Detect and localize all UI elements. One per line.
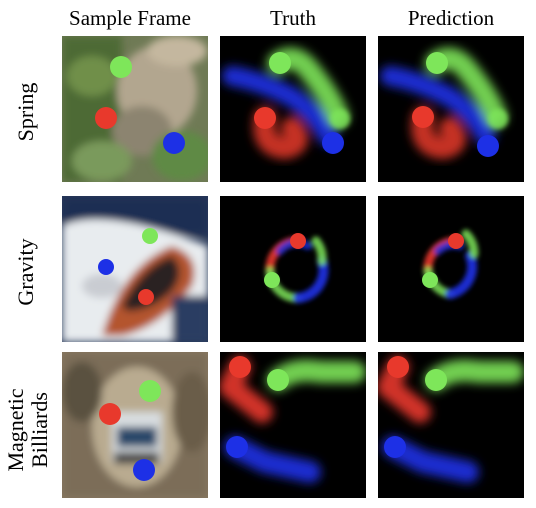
ball-red — [290, 233, 306, 249]
prediction-magnetic-billiards — [378, 352, 524, 498]
sample-frame-gravity — [62, 196, 208, 342]
ball-red — [229, 356, 251, 378]
row-label-gravity: Gravity — [13, 238, 38, 306]
ball-red — [99, 403, 121, 425]
ball-red — [254, 107, 276, 129]
ball-blue — [98, 259, 114, 275]
ball-red — [138, 289, 154, 305]
ball-green — [422, 272, 438, 288]
prediction-spring — [378, 36, 524, 182]
sample-frame-spring — [62, 36, 208, 182]
column-header-truth: Truth — [270, 6, 316, 30]
row-label-magnetic-billiards: Magnetic Billiards — [3, 388, 52, 472]
row-label-line-1: Magnetic — [3, 388, 28, 472]
ball-green — [110, 56, 132, 78]
column-header-sample-frame: Sample Frame — [69, 6, 191, 30]
ball-green — [425, 369, 447, 391]
column-header-prediction: Prediction — [407, 6, 495, 30]
sample-frame-magnetic-billiards — [62, 352, 208, 498]
ball-green — [426, 52, 448, 74]
truth-magnetic-billiards — [220, 352, 366, 498]
prediction-gravity — [378, 196, 524, 342]
ball-blue — [226, 436, 248, 458]
ball-blue — [133, 459, 155, 481]
ball-green — [264, 272, 280, 288]
ball-green — [269, 52, 291, 74]
row-label-line-2: Billiards — [27, 392, 52, 468]
ball-red — [387, 356, 409, 378]
ball-green — [139, 380, 161, 402]
truth-gravity — [220, 196, 366, 342]
ball-green — [267, 369, 289, 391]
truth-spring — [220, 36, 366, 182]
ball-blue — [477, 135, 499, 157]
ball-red — [412, 106, 434, 128]
ball-blue — [384, 436, 406, 458]
ball-green — [142, 228, 158, 244]
row-label-spring: Spring — [13, 82, 38, 142]
ball-blue — [163, 132, 185, 154]
ball-blue — [322, 132, 344, 154]
ball-red — [95, 107, 117, 129]
ball-red — [448, 233, 464, 249]
